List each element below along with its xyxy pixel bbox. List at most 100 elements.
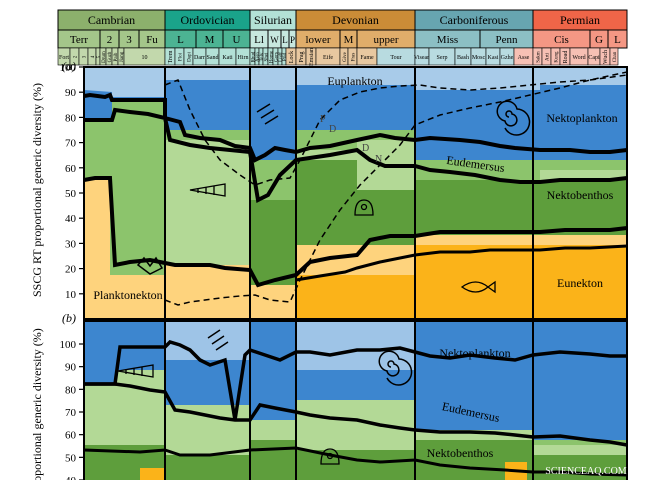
panel-b-frame (83, 320, 628, 480)
stage-label: Home (270, 50, 275, 63)
stage-label: Hirn (238, 55, 249, 61)
fish-icon (460, 280, 496, 294)
epoch-label: L (177, 34, 184, 46)
boundary-line-b2 (84, 382, 628, 447)
stage-label: 5 (97, 55, 102, 58)
ammonoid-spiral-icon (496, 100, 531, 136)
timescale-header: Cambrian Ordovician Silurian Devonian Carbon… (57, 9, 628, 66)
y-tick-label: 70 (65, 138, 77, 150)
stage-label: Mosc (472, 55, 486, 61)
stage-label: Jiang (120, 51, 125, 62)
label-eunekton: Eunekton (557, 276, 603, 290)
tentaculite-icon (189, 183, 226, 197)
stage-label: Fame (360, 55, 374, 61)
period-dividers-b (164, 321, 534, 480)
epoch-label: lower (305, 34, 330, 46)
epoch-label: M (344, 34, 354, 46)
label-n: N (375, 154, 382, 165)
epoch-label: G (595, 34, 603, 46)
eunekton-area (296, 245, 627, 319)
tentaculite-icon-b (117, 364, 154, 378)
stage-label: Prid (283, 52, 288, 61)
graptolite-icon-b (207, 329, 229, 351)
stage-label: Kasi (488, 55, 499, 61)
stage-label: Emsian (309, 48, 315, 66)
watermark: SCIENCEAQ.COM (545, 466, 627, 477)
stage-label: Capi (588, 55, 600, 61)
epoch-label: Penn (496, 34, 519, 46)
epoch-label: Fu (146, 34, 158, 46)
label-d2: D (362, 143, 369, 154)
panel-a: Euplankton Nektoplankton Eudemersus Nekt… (30, 59, 628, 320)
label-nektoplankton-b: Nektoplankton (439, 346, 510, 360)
label-euplankton: Euplankton (327, 74, 382, 88)
period-dividers-a (164, 67, 534, 319)
stage-label: Sakm (537, 51, 542, 63)
stage-label: Drum (102, 51, 107, 63)
stage-label: Gzhe (501, 55, 514, 61)
stage-label: Asse (518, 55, 530, 61)
epoch-label: Miss (437, 34, 458, 46)
trilobite-icon (136, 256, 164, 275)
epoch-label: 3 (126, 34, 132, 46)
stage-label: Trem (168, 50, 174, 63)
stage-label: Gors (275, 52, 280, 62)
y-tick-label: 80 (65, 384, 77, 396)
eunekton-area-b1 (140, 468, 165, 480)
epoch-label: L (614, 34, 621, 46)
epoch-label: Terr (70, 34, 88, 46)
boundary-line-b1 (84, 340, 627, 421)
period-label: Silurian (254, 13, 292, 27)
stage-label: 2 (74, 55, 79, 58)
graptolite-icon (256, 103, 279, 125)
ammonoid-spiral-icon-b (378, 350, 413, 386)
period-label: Cambrian (88, 13, 135, 27)
stage-label: Sand (207, 55, 219, 61)
stage-label: 10 (142, 55, 148, 61)
stage-label: Wuch (603, 50, 609, 64)
euplankton-area-b2 (165, 321, 250, 360)
stage-label: Aero (256, 52, 261, 62)
stage-label: Floi (179, 52, 184, 61)
epoch-label: upper (373, 34, 398, 46)
period-label: Ordovician (181, 13, 235, 27)
euplankton-area-b (296, 321, 415, 370)
label-nektobenthos: Nektobenthos (547, 188, 614, 202)
y-tick-label: 20 (65, 264, 77, 276)
stage-label: Shei (265, 52, 270, 62)
stage-label: Kung (555, 51, 560, 63)
panel-b: Nektoplankton Eudemersus Nektobenthos (b… (30, 311, 628, 480)
boundary-line-2 (84, 107, 628, 203)
y-tick-label: 90 (65, 362, 77, 374)
stage-label: Prag (299, 52, 305, 63)
stage-label: Serp (437, 55, 448, 61)
boundary-line-b3 (83, 446, 628, 477)
y-tick-label: 90 (65, 87, 77, 99)
period-label: Permian (560, 13, 600, 27)
dashed-curve-2 (164, 71, 628, 306)
stage-label: Give (343, 51, 348, 62)
stage-label: Word (572, 55, 585, 61)
stage-label: Arti (546, 52, 551, 61)
label-p: P (320, 114, 326, 125)
label-nektoplankton: Nektoplankton (546, 111, 617, 125)
stage-label: Fort (59, 55, 69, 61)
stage-label: Eife (323, 54, 333, 61)
epoch-label: 2 (107, 34, 113, 46)
y-tick-label: 40 (65, 475, 77, 480)
nautiloid-shell-icon-b (320, 448, 340, 465)
stage-label: 4 (91, 55, 96, 58)
y-axis-label: SSCG RT proportional generic diversity (… (30, 83, 44, 297)
boundary-line-4 (295, 244, 628, 282)
stage-label: Dapi (188, 52, 193, 62)
panel-b-label: (b) (62, 311, 76, 325)
epoch-label: P (290, 35, 295, 45)
label-planktonekton: Planktonekton (93, 288, 162, 302)
y-tick-label: 50 (65, 452, 77, 464)
y-tick-label: 70 (65, 407, 77, 419)
stage-label: Rhud (252, 51, 257, 62)
stage-label: Visean (414, 55, 430, 61)
stage-label: Tour (390, 55, 401, 61)
period-label: Carboniferous (440, 13, 509, 27)
